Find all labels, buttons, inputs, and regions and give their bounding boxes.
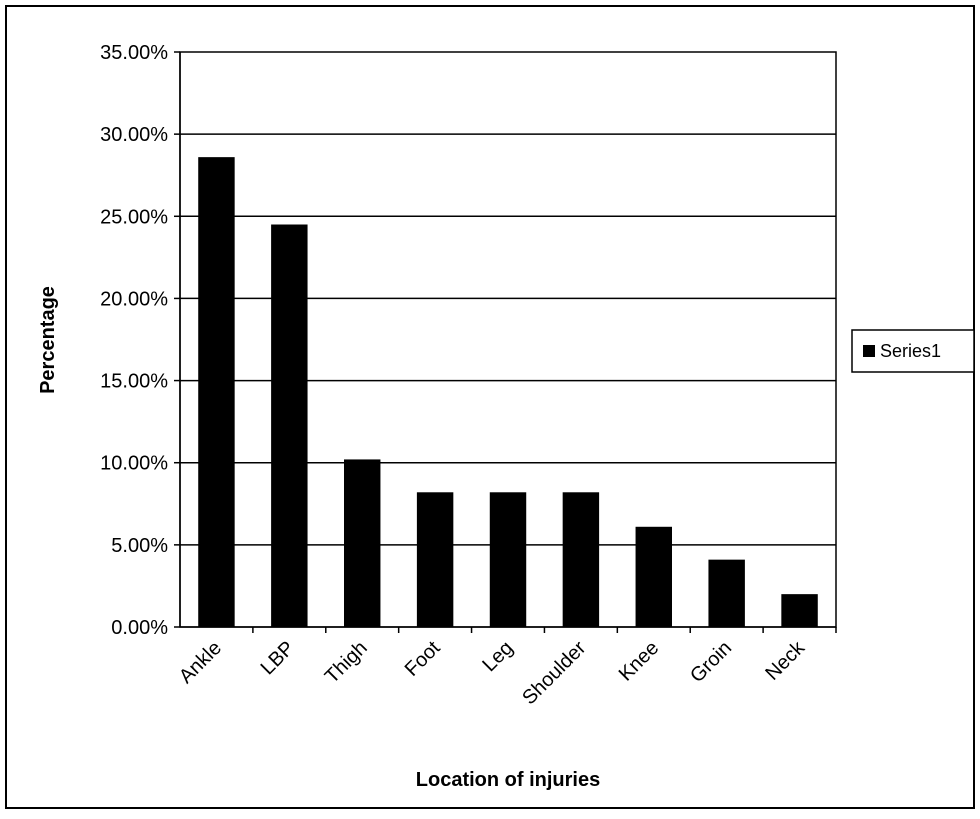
legend: Series1 bbox=[851, 329, 975, 373]
y-tick-label: 5.00% bbox=[111, 535, 168, 557]
bar-shoulder bbox=[562, 492, 600, 627]
y-tick-label: 35.00% bbox=[100, 42, 168, 64]
y-tick-label: 25.00% bbox=[100, 206, 168, 228]
y-tick-label: 15.00% bbox=[100, 371, 168, 393]
y-tick-label: 30.00% bbox=[100, 124, 168, 146]
legend-label-series1: Series1 bbox=[880, 341, 941, 361]
y-tick-label: 20.00% bbox=[100, 288, 168, 310]
bar-groin bbox=[708, 559, 745, 627]
bar-ankle bbox=[198, 157, 235, 627]
bars bbox=[198, 157, 818, 627]
y-axis-label: Percentage bbox=[37, 286, 59, 394]
y-tick-labels: 0.00% 5.00% 10.00% 15.00% 20.00% 25.00% 30.00%… bbox=[100, 42, 180, 639]
bar-neck bbox=[781, 594, 818, 627]
bar-lbp bbox=[271, 224, 308, 627]
y-tick-label: 10.00% bbox=[100, 453, 168, 475]
bar-leg bbox=[489, 492, 527, 627]
x-axis-label: Location of injuries bbox=[416, 769, 600, 791]
legend-swatch bbox=[863, 345, 875, 357]
bar-foot bbox=[416, 492, 454, 627]
bar-knee bbox=[635, 526, 672, 627]
y-tick-label: 0.00% bbox=[111, 617, 168, 639]
bar-thigh bbox=[344, 459, 381, 627]
